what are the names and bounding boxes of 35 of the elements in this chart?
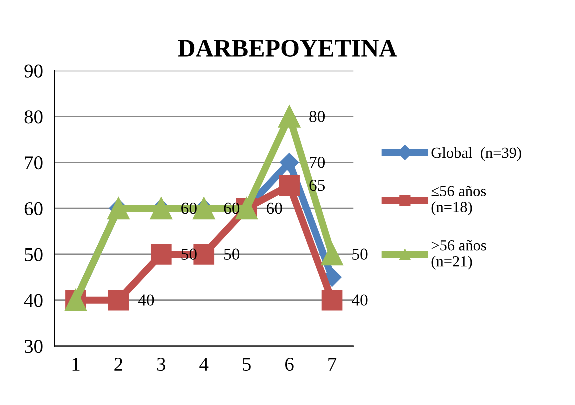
point (321, 243, 344, 266)
data-label: 60 (267, 202, 282, 214)
data-label: 50 (224, 248, 240, 260)
data-label: 70 (310, 156, 326, 168)
x-tick-label: 7 (328, 358, 337, 371)
y-tick-label: 30 (25, 340, 43, 354)
x-tick-label: 2 (114, 358, 122, 371)
x-tick-label: 4 (200, 358, 209, 371)
point (280, 153, 300, 172)
y-tick-label: 60 (24, 202, 43, 216)
data-label: 80 (310, 111, 326, 122)
data-label: 40 (138, 294, 154, 306)
x-tick-label: 5 (243, 358, 251, 372)
point (278, 106, 301, 128)
chart-title: DARBEPOYETINA (178, 40, 398, 57)
legend-label: >56 años (n=21) (432, 240, 486, 270)
point (279, 175, 300, 196)
x-tick-label: 3 (157, 358, 166, 372)
legend-label: Global (n=39) (432, 147, 522, 162)
data-label: 60 (182, 202, 197, 214)
data-label: 40 (352, 294, 368, 306)
y-tick-label: 70 (25, 156, 43, 170)
legend-label: ≤56 años (n=18) (432, 186, 486, 216)
point (150, 244, 172, 265)
y-tick-label: 80 (24, 110, 43, 124)
data-label: 50 (182, 248, 197, 260)
point (108, 290, 130, 311)
y-tick-label: 90 (24, 64, 43, 78)
y-tick-label: 50 (25, 248, 43, 262)
point (322, 290, 343, 311)
x-tick-label: 1 (72, 358, 80, 371)
data-label: 50 (352, 248, 368, 260)
x-tick-label: 6 (286, 358, 294, 372)
y-tick-label: 40 (24, 294, 43, 308)
data-label: 60 (224, 202, 240, 214)
